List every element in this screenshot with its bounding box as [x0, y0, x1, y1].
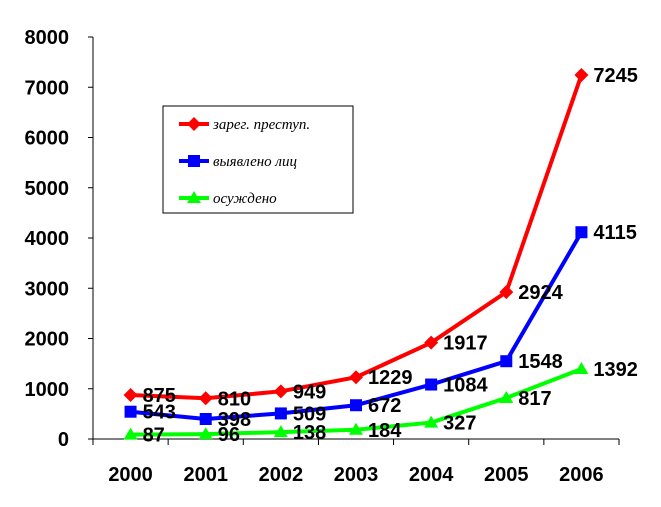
data-label: 1084	[443, 375, 488, 397]
x-tick-label: 2001	[183, 464, 228, 486]
y-tick-label: 1000	[25, 379, 70, 401]
data-label: 398	[218, 409, 251, 431]
data-label: 4115	[593, 222, 636, 244]
data-point	[349, 422, 363, 435]
data-label: 184	[368, 420, 402, 442]
legend-label: осуждено	[213, 191, 277, 207]
data-point	[424, 335, 439, 350]
data-label: 1229	[368, 367, 413, 389]
legend: зарег. преступ. выявлено лиц осуждено	[162, 105, 354, 214]
y-tick-label: 0	[58, 429, 69, 451]
legend-marker	[187, 191, 201, 203]
data-point	[123, 427, 138, 440]
data-label: 810	[218, 388, 251, 410]
data-point	[424, 415, 439, 428]
data-point	[575, 226, 588, 239]
data-point	[273, 425, 288, 438]
data-label: 2924	[518, 282, 563, 304]
legend-item: осуждено	[179, 191, 277, 207]
data-label: 1917	[443, 333, 488, 355]
data-label: 327	[443, 413, 476, 435]
data-label: 949	[293, 381, 326, 403]
data-label: 1392	[593, 359, 638, 381]
data-point	[349, 370, 363, 385]
y-tick-label: 4000	[25, 228, 70, 250]
data-point	[123, 388, 138, 403]
x-tick-label: 2004	[409, 464, 454, 486]
data-point	[198, 427, 213, 440]
data-point	[499, 390, 514, 403]
legend-label: выявлено лиц	[213, 154, 297, 170]
series-3	[123, 362, 589, 440]
legend-label: зарег. преступ.	[212, 117, 310, 133]
data-point	[350, 399, 362, 412]
y-tick-label: 7000	[25, 77, 70, 99]
x-tick-label: 2000	[108, 464, 153, 486]
data-point	[499, 285, 514, 300]
data-label: 87	[143, 425, 165, 447]
data-point	[124, 405, 137, 418]
data-point	[574, 362, 589, 375]
data-label: 1548	[518, 351, 563, 373]
data-label: 672	[368, 395, 401, 417]
data-labels: 875 810 949 1229 1917 2924 7245 543 398 509 672 108…	[143, 65, 638, 447]
legend-item: зарег. преступ.	[179, 117, 310, 133]
axes: 0 1000 2000 3000 4000 5000 6000 7000 8000 2000 200…	[25, 27, 620, 486]
x-tick-label: 2002	[259, 464, 304, 486]
data-label: 7245	[593, 65, 638, 87]
y-tick-label: 5000	[25, 178, 70, 200]
data-point	[274, 407, 287, 420]
y-tick-label: 3000	[25, 278, 70, 300]
x-tick-label: 2005	[484, 464, 529, 486]
data-point	[198, 391, 213, 406]
x-tick-label: 2006	[559, 464, 604, 486]
x-tick-label: 2003	[334, 464, 379, 486]
y-tick-label: 8000	[25, 27, 70, 49]
data-point	[199, 413, 212, 426]
y-tick-label: 2000	[25, 329, 70, 351]
series-1	[123, 67, 589, 406]
series-layer	[123, 67, 589, 440]
data-label: 96	[218, 424, 240, 446]
legend-marker	[187, 117, 201, 131]
data-label: 138	[293, 422, 326, 444]
data-point	[500, 355, 513, 368]
y-tick-label: 6000	[25, 128, 70, 150]
data-point	[574, 67, 589, 82]
data-label: 817	[518, 388, 551, 410]
legend-item: выявлено лиц	[179, 154, 297, 170]
legend-marker	[188, 155, 200, 167]
data-point	[273, 384, 288, 399]
data-label: 875	[143, 385, 176, 407]
data-point	[425, 378, 438, 391]
data-label: 509	[293, 403, 326, 425]
series-2	[124, 226, 588, 426]
data-label: 543	[143, 402, 176, 424]
